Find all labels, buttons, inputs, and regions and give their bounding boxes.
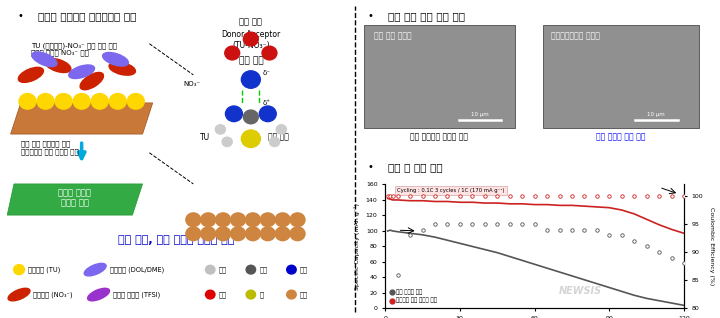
Circle shape <box>216 213 230 227</box>
Text: 표면 흡착: 표면 흡착 <box>268 133 289 142</box>
Circle shape <box>201 213 216 227</box>
Text: 유기용매 (DOL/DME): 유기용매 (DOL/DME) <box>110 266 165 273</box>
Text: 선형 전압 주사법을 통한
전기화학적 표면 처리법 적용: 선형 전압 주사법을 통한 전기화학적 표면 처리법 적용 <box>21 140 78 155</box>
Ellipse shape <box>45 59 71 73</box>
Circle shape <box>215 125 225 134</box>
Circle shape <box>127 93 144 109</box>
Text: 리튬염 용이온 (TFSI): 리튬염 용이온 (TFSI) <box>113 291 160 298</box>
Text: 황: 황 <box>259 291 264 298</box>
Text: 탄소: 탄소 <box>259 266 267 273</box>
Text: TU (티오요소)-NO₃⁻ 수소 결합 형성
표면에 풍부한 NO₃⁻ 존재: TU (티오요소)-NO₃⁻ 수소 결합 형성 표면에 풍부한 NO₃⁻ 존재 <box>31 42 117 56</box>
Circle shape <box>261 213 275 227</box>
Ellipse shape <box>8 288 30 301</box>
Ellipse shape <box>80 73 104 90</box>
Circle shape <box>230 227 246 241</box>
Circle shape <box>246 227 261 241</box>
Ellipse shape <box>84 263 106 276</box>
Circle shape <box>290 227 305 241</box>
Circle shape <box>259 106 276 121</box>
Ellipse shape <box>68 65 94 79</box>
Text: 기존 구리 집전체: 기존 구리 집전체 <box>374 31 412 40</box>
Circle shape <box>205 265 215 274</box>
Polygon shape <box>7 184 143 215</box>
Text: 수소: 수소 <box>219 266 227 273</box>
Text: 리튬 수지상의 과도한 형성: 리튬 수지상의 과도한 형성 <box>410 133 469 142</box>
Text: (TU-NO₃⁻): (TU-NO₃⁻) <box>232 41 270 50</box>
Text: 수소 결합: 수소 결합 <box>240 17 262 26</box>
Polygon shape <box>11 103 153 134</box>
Text: 구리: 구리 <box>300 291 308 298</box>
Circle shape <box>290 213 305 227</box>
Text: 완전 셀 성능 향상: 완전 셀 성능 향상 <box>388 162 443 172</box>
Circle shape <box>275 213 290 227</box>
Circle shape <box>246 213 261 227</box>
FancyBboxPatch shape <box>544 25 698 128</box>
Circle shape <box>262 46 277 60</box>
Circle shape <box>261 227 275 241</box>
Ellipse shape <box>109 62 135 75</box>
Circle shape <box>14 265 24 275</box>
Circle shape <box>109 93 126 109</box>
Text: •: • <box>367 162 373 172</box>
Circle shape <box>275 227 290 241</box>
Circle shape <box>91 93 108 109</box>
Circle shape <box>230 213 246 227</box>
Text: 수소 결합: 수소 결합 <box>238 56 264 65</box>
Text: •: • <box>367 11 373 21</box>
Circle shape <box>216 227 230 241</box>
Circle shape <box>246 290 256 299</box>
Text: NO₃⁻: NO₃⁻ <box>183 81 200 87</box>
Text: 전기표면처리후 집전체: 전기표면처리후 집전체 <box>551 31 599 40</box>
Ellipse shape <box>18 67 43 82</box>
Text: Cycling : 0.1C 3 cycles / 1C (170 mA g⁻¹): Cycling : 0.1C 3 cycles / 1C (170 mA g⁻¹… <box>397 188 505 193</box>
Text: 질소: 질소 <box>300 266 308 273</box>
Legend: 기존 집전체 사용, 전기화학 처리 집전체 사용: 기존 집전체 사용, 전기화학 처리 집전체 사용 <box>388 287 439 306</box>
Circle shape <box>186 227 201 241</box>
Circle shape <box>205 290 215 299</box>
Circle shape <box>19 93 36 109</box>
Circle shape <box>243 110 258 124</box>
Circle shape <box>276 125 287 134</box>
FancyBboxPatch shape <box>364 25 516 128</box>
Text: 높은 물성, 이온 전도도 고체막 형성: 높은 물성, 이온 전도도 고체막 형성 <box>118 235 235 245</box>
Text: •: • <box>17 11 23 21</box>
Text: TU: TU <box>200 133 210 142</box>
Text: 10 μm: 10 μm <box>647 112 665 117</box>
Text: 질산이온 (NO₃⁻): 질산이온 (NO₃⁻) <box>32 291 72 298</box>
Ellipse shape <box>32 52 57 66</box>
Text: δ⁺: δ⁺ <box>263 100 271 106</box>
Text: 집전체 전기화학 표면처리법 개발: 집전체 전기화학 표면처리법 개발 <box>37 11 136 21</box>
Circle shape <box>55 93 72 109</box>
Circle shape <box>225 106 243 121</box>
Text: NEWSIS: NEWSIS <box>559 286 602 295</box>
Circle shape <box>269 137 279 147</box>
Circle shape <box>243 32 258 46</box>
Circle shape <box>225 46 240 60</box>
Y-axis label: Specific Capacity (mAh g⁻¹): Specific Capacity (mAh g⁻¹) <box>354 203 360 290</box>
Text: 리튬 금속 도금 형상 변화: 리튬 금속 도금 형상 변화 <box>388 11 465 21</box>
Circle shape <box>287 265 296 274</box>
Circle shape <box>287 290 296 299</box>
Circle shape <box>73 93 90 109</box>
Circle shape <box>201 227 216 241</box>
Text: 10 μm: 10 μm <box>471 112 489 117</box>
Text: 산소: 산소 <box>219 291 227 298</box>
Text: 리튬 수지상 형성 억제: 리튬 수지상 형성 억제 <box>596 133 646 142</box>
Text: 무기물 풍부한
고체막 형성: 무기물 풍부한 고체막 형성 <box>58 188 91 208</box>
Circle shape <box>246 265 256 274</box>
Text: 티오요소 (TU): 티오요소 (TU) <box>27 266 60 273</box>
Circle shape <box>241 71 261 88</box>
Ellipse shape <box>88 288 109 301</box>
Circle shape <box>241 130 261 148</box>
Text: δ⁻: δ⁻ <box>263 70 271 76</box>
Circle shape <box>222 137 233 147</box>
Ellipse shape <box>102 52 128 66</box>
Text: Donor-Acceptor: Donor-Acceptor <box>221 30 281 39</box>
Circle shape <box>37 93 54 109</box>
Y-axis label: Coulombic Efficiency (%): Coulombic Efficiency (%) <box>709 207 714 286</box>
Circle shape <box>186 213 201 227</box>
